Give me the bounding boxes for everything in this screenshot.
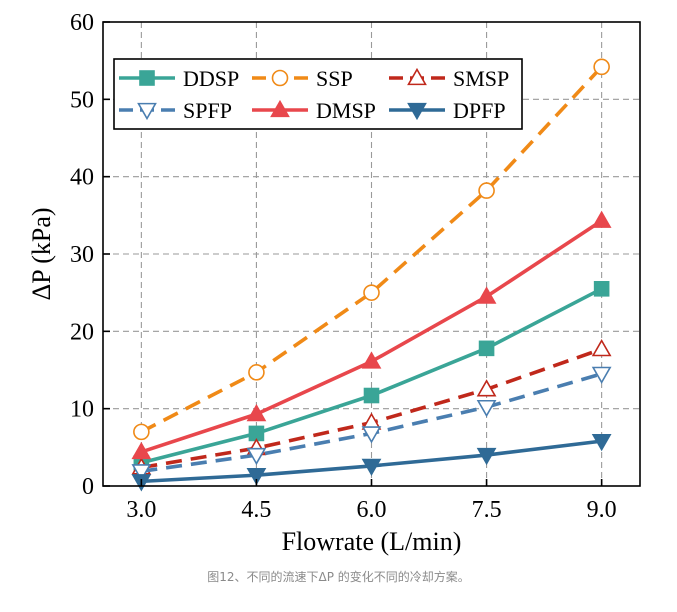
x-tick-label-0: 3.0: [126, 497, 156, 523]
point-ssp-0: [133, 423, 150, 441]
point-spfp-1: [246, 447, 267, 466]
legend-label-ddsp: DDSP: [183, 66, 239, 91]
point-ddsp-4: [593, 280, 610, 297]
grid-lines: [103, 22, 640, 486]
x-tick-label-1: 4.5: [241, 497, 271, 523]
x-tick-label-2: 6.0: [357, 497, 387, 523]
legend-item-ddsp: DDSP: [119, 66, 239, 91]
point-smsp-3: [476, 379, 497, 397]
point-smsp-4: [591, 339, 612, 357]
series-layer: [131, 58, 612, 492]
y-tick-label-4: 40: [70, 165, 94, 191]
point-spfp-2: [361, 426, 382, 444]
point-spfp-4: [591, 366, 612, 384]
legend-label-dmsp: DMSP: [316, 98, 376, 123]
point-dmsp-2: [361, 351, 382, 369]
legend-item-ssp: SSP: [252, 66, 353, 91]
series-dpfp: [131, 433, 612, 492]
point-dmsp-4: [591, 210, 612, 228]
point-dpfp-4: [591, 433, 612, 452]
point-spfp-3: [476, 399, 497, 418]
y-tick-label-2: 20: [70, 319, 94, 345]
x-tick-label-4: 9.0: [587, 497, 617, 523]
series-ssp: [133, 58, 610, 441]
legend-label-spfp: SPFP: [183, 98, 232, 123]
legend-marker-dmsp: [270, 99, 290, 118]
legend-label-ssp: SSP: [316, 66, 353, 91]
legend-item-smsp: SMSP: [389, 66, 509, 91]
y-tick-label-6: 60: [70, 10, 94, 36]
x-tick-label-3: 7.5: [472, 497, 502, 523]
point-ssp-4: [593, 58, 610, 76]
point-spfp-0: [131, 464, 152, 482]
point-ddsp-2: [363, 387, 380, 404]
legend-marker-ssp: [271, 69, 289, 87]
series-spfp: [131, 366, 612, 482]
point-ssp-2: [363, 284, 380, 301]
y-tick-label-0: 0: [82, 474, 94, 500]
point-ddsp-3: [478, 340, 495, 357]
legend-label-dpfp: DPFP: [453, 98, 506, 123]
legend-item-dpfp: DPFP: [389, 98, 506, 123]
legend-box: [113, 58, 523, 130]
series-dmsp: [131, 210, 612, 460]
point-dpfp-1: [246, 467, 267, 486]
legend-marker-smsp: [407, 67, 427, 86]
x-axis-label: Flowrate (L/min): [282, 527, 462, 556]
legend: DDSP SSP SMSP SPFP DMSP DPFP: [113, 58, 523, 130]
y-axis-label: ΔP (kPa): [27, 207, 56, 300]
point-dpfp-3: [476, 447, 497, 466]
axes: 3.0 4.5 6.0 7.5 9.0 0 10 20 30 40 50 60: [70, 10, 617, 523]
y-tick-label-5: 50: [70, 87, 94, 113]
point-ssp-3: [478, 182, 495, 199]
legend-marker-spfp: [137, 102, 157, 121]
pressure-drop-chart: 3.0 4.5 6.0 7.5 9.0 0 10 20 30 40 50 60 DDSP SSP SMSP…: [27, 10, 641, 556]
legend-item-spfp: SPFP: [119, 98, 232, 123]
y-tick-label-1: 10: [70, 397, 94, 423]
point-ssp-1: [248, 364, 265, 381]
legend-item-dmsp: DMSP: [252, 98, 376, 123]
point-dmsp-0: [131, 441, 152, 460]
legend-marker-ddsp: [139, 70, 155, 86]
legend-label-smsp: SMSP: [453, 66, 509, 91]
legend-marker-dpfp: [407, 102, 427, 121]
point-dmsp-3: [476, 286, 497, 304]
figure-caption: 图12、不同的流速下ΔP 的变化不同的冷却方案。: [207, 570, 470, 584]
point-dpfp-2: [361, 458, 382, 477]
point-dmsp-1: [246, 403, 267, 422]
y-tick-label-3: 30: [70, 242, 94, 268]
series-line-ssp: [140, 65, 603, 434]
